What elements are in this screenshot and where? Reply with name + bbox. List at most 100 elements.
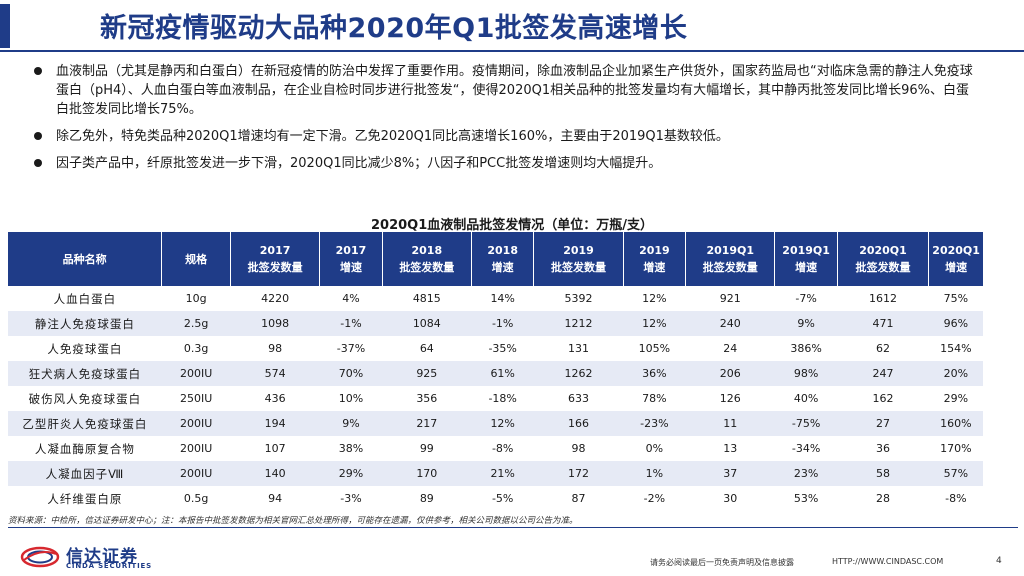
table-row: 人纤维蛋白原 0.5g 94 -3% 89 -5% 87 -2% 30 53% 28 -8% [8,486,983,511]
table-cell: 94 [230,486,320,511]
table-cell: 471 [837,311,929,336]
column-header: 2019 批签发数量 [533,232,624,286]
bullet-dot-icon [34,159,42,167]
table-cell: 78% [623,386,686,411]
product-name-cell: 乙型肝炎人免疫球蛋白 [8,411,162,436]
table-cell: 11 [685,411,775,436]
column-header-line: 2018 [487,244,518,257]
footer: 信达证券 CINDA SECURITIES 请务必阅读最后一页免责声明及信息披露… [0,536,1024,576]
page-title: 新冠疫情驱动大品种2020年Q1批签发高速增长 [100,13,688,44]
company-logo: 信达证券 CINDA SECURITIES [20,542,170,572]
table-cell: 250IU [161,386,231,411]
table-cell: 0% [623,436,686,461]
table-cell: -7% [774,286,838,311]
column-header-subline: 增速 [643,261,666,274]
column-header-subline: 增速 [339,261,362,274]
table-cell: 27 [837,411,929,436]
table-cell: 126 [685,386,775,411]
table-cell: 1084 [382,311,472,336]
table-cell: 386% [774,336,838,361]
table-cell: -34% [774,436,838,461]
table-cell: 200IU [161,461,231,486]
table-cell: 58 [837,461,929,486]
column-header-line: 品种名称 [62,252,107,266]
table-cell: 0.3g [161,336,231,361]
table-cell: -18% [471,386,534,411]
column-header-line: 2018 [411,244,443,257]
table-cell: 70% [319,361,383,386]
bullet-dot-icon [34,67,42,75]
table-row: 狂犬病人免疫球蛋白 200IU 574 70% 925 61% 1262 36% 206 98% 2… [8,361,983,386]
table-cell: -23% [623,411,686,436]
table-cell: 98 [533,436,624,461]
table-cell: 9% [774,311,838,336]
column-header-line: 2020Q1 [859,244,907,257]
column-header: 2019Q1 批签发数量 [685,232,776,286]
column-header-subline: 增速 [491,261,514,274]
bullet-list: 血液制品（尤其是静丙和白蛋白）在新冠疫情的防治中发挥了重要作用。疫情期间，除血液… [32,62,982,181]
table-cell: 61% [471,361,534,386]
column-header-line: 2020Q1 [932,244,980,257]
table-cell: 23% [774,461,838,486]
logo-text-en: CINDA SECURITIES [66,562,152,570]
product-name-cell: 人免疫球蛋白 [8,336,162,361]
table-cell: 36 [837,436,929,461]
table-cell: 64 [382,336,472,361]
table-cell: 154% [928,336,983,361]
table-row: 乙型肝炎人免疫球蛋白 200IU 194 9% 217 12% 166 -23% 11 -75% 2… [8,411,983,436]
table-header-row: 品种名称 规格 2017 批签发数量 2017 增速 2018 批签发数量 2018 增速 2019… [8,232,983,286]
table-cell: -75% [774,411,838,436]
title-divider [0,50,1024,52]
table-cell: 131 [533,336,624,361]
column-header: 2017 增速 [319,232,383,286]
table-cell: 160% [928,411,983,436]
table-cell: 10% [319,386,383,411]
table-cell: 1098 [230,311,320,336]
product-name-cell: 人凝血酶原复合物 [8,436,162,461]
table-row: 静注人免疫球蛋白 2.5g 1098 -1% 1084 -1% 1212 12% 240 9% 47… [8,311,983,336]
table-cell: 1212 [533,311,624,336]
column-header: 品种名称 [8,232,163,286]
table-cell: 4220 [230,286,320,311]
website-link[interactable]: HTTP://WWW.CINDASC.COM [832,557,944,566]
table-cell: -35% [471,336,534,361]
logo-text-cn: 信达证券 [66,547,138,567]
table-cell: 30 [685,486,775,511]
table-cell: 98 [230,336,320,361]
table-cell: 217 [382,411,472,436]
table-cell: 633 [533,386,624,411]
table-cell: 57% [928,461,983,486]
column-header-line: 2019 [563,244,594,257]
column-header: 2018 增速 [471,232,535,286]
logo-globe-icon [20,546,60,568]
title-accent-bar [0,4,10,48]
table-cell: 4% [319,286,383,311]
product-name-cell: 人血白蛋白 [8,286,162,311]
table-cell: 99 [382,436,472,461]
column-header-line: 2019 [639,244,670,257]
source-note: 资料来源：中检所，信达证券研发中心；注：本报告中批签发数据为相关官网汇总处理所得… [8,516,578,526]
bullet-item: 除乙免外，特免类品种2020Q1增速均有一定下滑。乙免2020Q1同比高速增长1… [32,127,982,146]
column-header-subline: 批签发数量 [551,261,607,274]
table-body: 人血白蛋白 10g 4220 4% 4815 14% 5392 12% 921 -7% 1612 75… [8,286,983,511]
column-header-subline: 批签发数量 [855,261,911,274]
table-cell: 1262 [533,361,624,386]
bullet-dot-icon [34,132,42,140]
column-header: 2019 增速 [623,232,687,286]
disclaimer-text: 请务必阅读最后一页免责声明及信息披露 [650,558,794,567]
column-header-subline: 增速 [945,261,968,274]
column-header-line: 2019Q1 [782,244,830,257]
table-cell: 436 [230,386,320,411]
title-bar: 新冠疫情驱动大品种2020年Q1批签发高速增长 [0,0,1024,48]
table-cell: 925 [382,361,472,386]
table-row: 人免疫球蛋白 0.3g 98 -37% 64 -35% 131 105% 24 386% 62 154… [8,336,983,361]
column-header-line: 2017 [259,244,291,257]
table-cell: 574 [230,361,320,386]
table-cell: 356 [382,386,472,411]
column-header-line: 2017 [335,244,367,257]
table-cell: 12% [471,411,534,436]
table-cell: 98% [774,361,838,386]
table-cell: 75% [928,286,983,311]
product-name-cell: 静注人免疫球蛋白 [8,311,162,336]
table-row: 人凝血酶原复合物 200IU 107 38% 99 -8% 98 0% 13 -34% 36 170% [8,436,983,461]
